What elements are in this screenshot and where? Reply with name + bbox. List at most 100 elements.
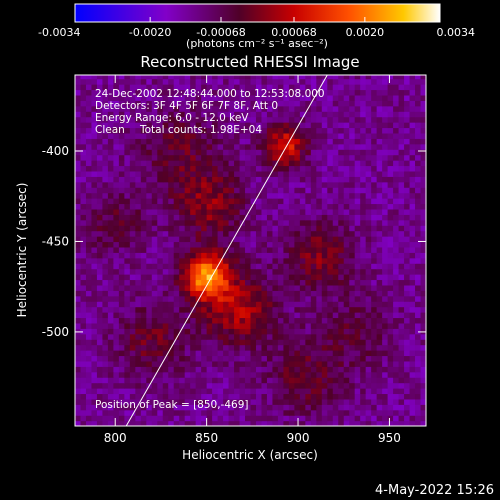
heatmap-cell: [294, 111, 301, 118]
heatmap-cell: [382, 257, 389, 264]
heatmap-cell: [184, 371, 191, 378]
heatmap-cell: [118, 263, 125, 270]
heatmap-cell: [387, 339, 394, 346]
heatmap-cell: [217, 274, 224, 281]
heatmap-cell: [420, 333, 426, 340]
heatmap-cell: [398, 116, 405, 123]
heatmap-cell: [157, 132, 164, 139]
heatmap-cell: [91, 263, 98, 270]
heatmap-cell: [239, 290, 246, 297]
heatmap-cell: [310, 236, 317, 243]
heatmap-cell: [382, 203, 389, 210]
heatmap-cell: [294, 312, 301, 319]
heatmap-cell: [179, 409, 186, 416]
heatmap-cell: [239, 154, 246, 161]
heatmap-cell: [85, 78, 93, 85]
heatmap-cell: [349, 122, 356, 129]
heatmap-cell: [75, 301, 82, 308]
heatmap-cell: [245, 246, 252, 253]
heatmap-cell: [338, 252, 345, 259]
heatmap-cell: [102, 274, 109, 281]
heatmap-cell: [102, 165, 109, 172]
heatmap-cell: [146, 279, 153, 286]
heatmap-cell: [234, 94, 241, 101]
heatmap-cell: [217, 306, 224, 313]
heatmap-cell: [360, 360, 367, 367]
heatmap-cell: [255, 84, 263, 91]
heatmap-cell: [404, 170, 411, 177]
heatmap-cell: [376, 415, 383, 422]
heatmap-cell: [310, 127, 317, 134]
heatmap-cell: [85, 328, 93, 335]
heatmap-cell: [255, 105, 263, 112]
heatmap-cell: [173, 84, 180, 91]
heatmap-cell: [277, 371, 284, 378]
heatmap-cell: [206, 160, 213, 167]
heatmap-cell: [212, 230, 219, 237]
heatmap-cell: [354, 214, 361, 221]
heatmap-cell: [151, 214, 158, 221]
heatmap-cell: [102, 355, 109, 362]
heatmap-cell: [151, 295, 158, 302]
heatmap-cell: [212, 132, 219, 139]
heatmap-cell: [195, 154, 202, 161]
heatmap-cell: [245, 122, 252, 129]
heatmap-cell: [239, 382, 246, 389]
heatmap-cell: [327, 75, 334, 80]
heatmap-cell: [409, 198, 416, 205]
heatmap-cell: [162, 138, 169, 145]
heatmap-cell: [228, 246, 235, 253]
heatmap-cell: [85, 111, 93, 118]
heatmap-cell: [162, 219, 169, 226]
heatmap-cell: [190, 208, 197, 215]
heatmap-cell: [294, 252, 301, 259]
heatmap-cell: [250, 138, 257, 145]
heatmap-cell: [135, 203, 142, 210]
heatmap-cell: [376, 355, 383, 362]
heatmap-cell: [212, 176, 219, 183]
heatmap-cell: [102, 420, 109, 426]
heatmap-cell: [343, 176, 350, 183]
heatmap-cell: [239, 328, 246, 335]
heatmap-cell: [195, 198, 202, 205]
heatmap-cell: [91, 138, 98, 145]
heatmap-cell: [343, 203, 350, 210]
heatmap-cell: [420, 94, 426, 101]
heatmap-cell: [294, 366, 301, 373]
heatmap-cell: [354, 100, 361, 107]
heatmap-cell: [206, 344, 213, 351]
heatmap-cell: [382, 322, 389, 329]
heatmap-cell: [354, 295, 361, 302]
heatmap-cell: [228, 214, 235, 221]
heatmap-cell: [393, 225, 400, 232]
heatmap-cell: [316, 366, 323, 373]
heatmap-cell: [349, 306, 356, 313]
heatmap-cell: [146, 295, 153, 302]
heatmap-cell: [179, 192, 186, 199]
heatmap-cell: [75, 393, 82, 400]
heatmap-cell: [201, 105, 208, 112]
heatmap-cell: [321, 328, 328, 335]
heatmap-cell: [212, 75, 219, 80]
heatmap-cell: [217, 350, 224, 357]
heatmap-cell: [151, 225, 158, 232]
heatmap-cell: [91, 398, 98, 405]
heatmap-cell: [404, 78, 411, 85]
heatmap-cell: [387, 263, 394, 270]
heatmap-cell: [387, 138, 394, 145]
heatmap-cell: [195, 301, 202, 308]
heatmap-cell: [168, 333, 175, 340]
heatmap-cell: [91, 160, 98, 167]
heatmap-cell: [398, 219, 405, 226]
heatmap-cell: [283, 301, 290, 308]
heatmap-cell: [261, 398, 268, 405]
heatmap-cell: [184, 187, 191, 194]
heatmap-cell: [140, 208, 147, 215]
heatmap-cell: [151, 230, 158, 237]
heatmap-cell: [206, 176, 213, 183]
heatmap-cell: [201, 398, 208, 405]
heatmap-cell: [294, 84, 301, 91]
heatmap-cell: [75, 284, 82, 291]
heatmap-cell: [283, 170, 290, 177]
heatmap-cell: [365, 208, 372, 215]
